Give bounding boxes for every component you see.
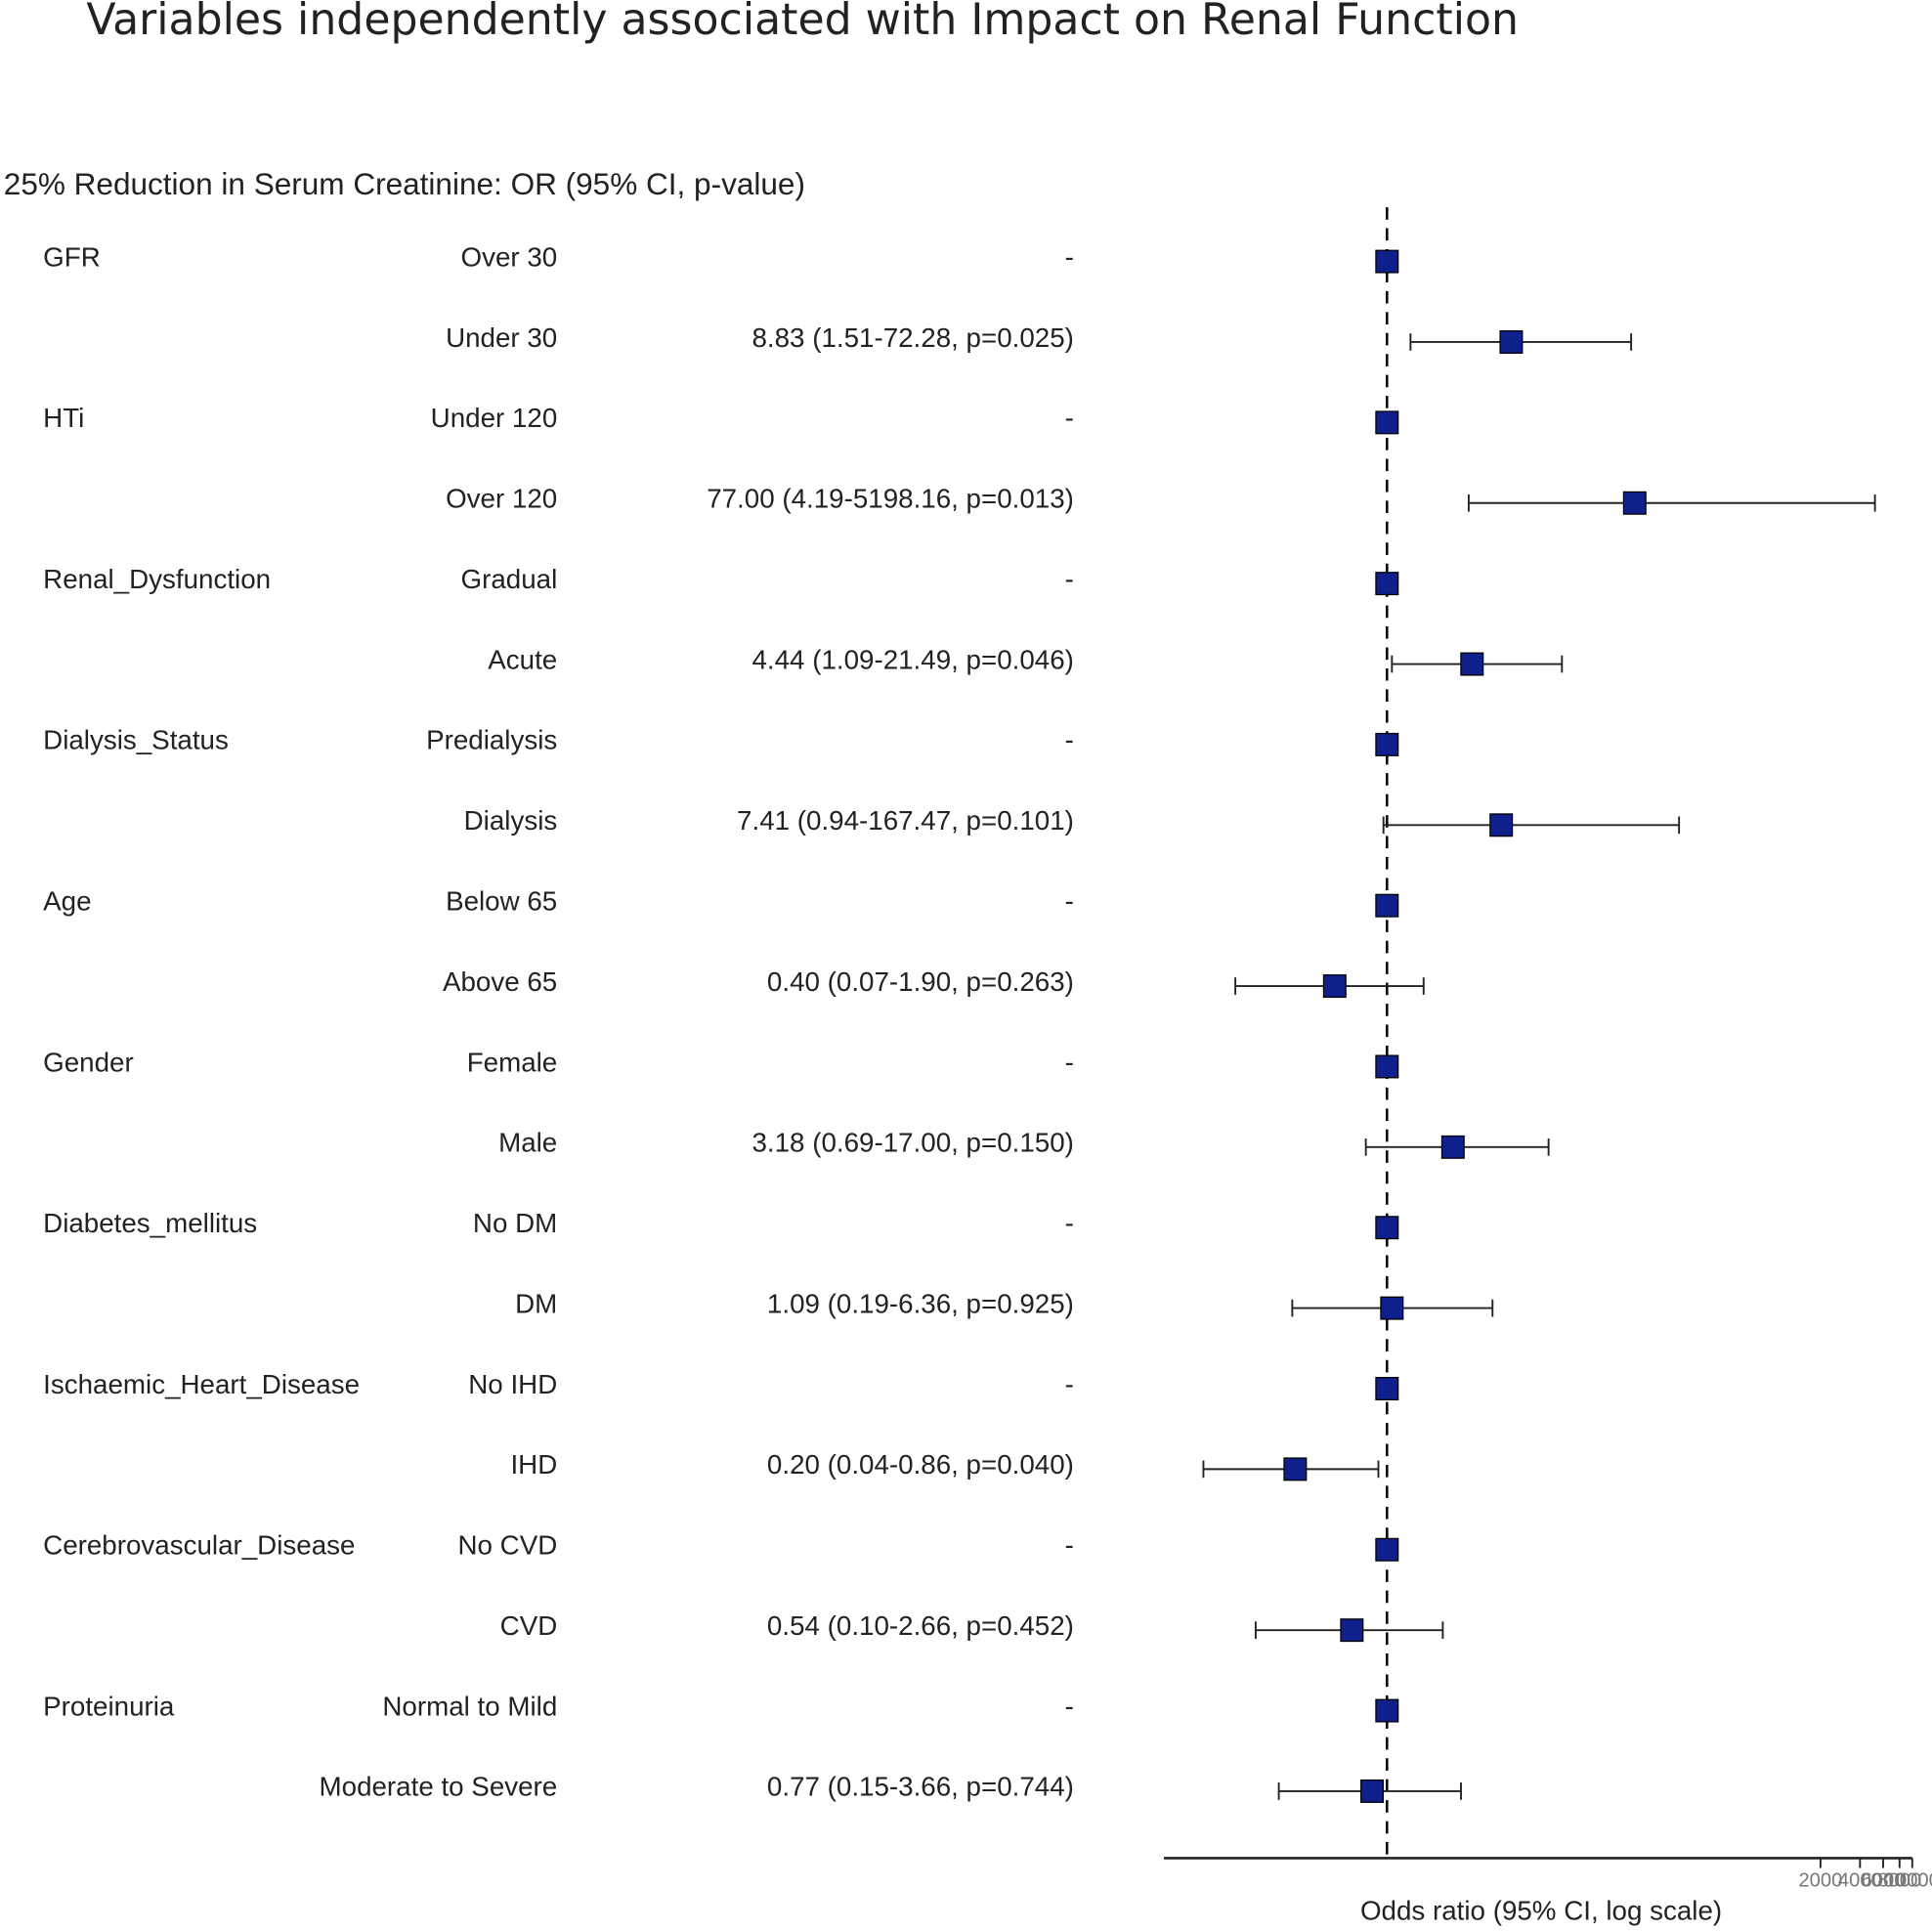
estimate-box bbox=[1375, 1537, 1399, 1562]
group-label: Diabetes_mellitus bbox=[43, 1208, 257, 1238]
estimate-box bbox=[1340, 1618, 1364, 1643]
estimate-text: - bbox=[1065, 1369, 1074, 1399]
estimate-box bbox=[1622, 491, 1647, 515]
level-label: Under 120 bbox=[431, 403, 558, 433]
level-label: Gradual bbox=[461, 564, 558, 594]
x-tick-label: 8000 bbox=[1877, 1870, 1921, 1892]
estimate-text: - bbox=[1065, 1208, 1074, 1238]
x-tick-label: 2000 bbox=[1798, 1870, 1842, 1892]
estimate-text: 0.20 (0.04-0.86, p=0.040) bbox=[767, 1449, 1074, 1480]
estimate-text: 0.77 (0.15-3.66, p=0.744) bbox=[767, 1772, 1074, 1802]
estimate-text: - bbox=[1065, 241, 1074, 272]
estimate-text: - bbox=[1065, 564, 1074, 594]
level-label: Over 30 bbox=[461, 241, 558, 272]
estimate-text: 1.09 (0.19-6.36, p=0.925) bbox=[767, 1288, 1074, 1318]
estimate-text: - bbox=[1065, 403, 1074, 433]
estimate-box bbox=[1489, 813, 1514, 837]
estimate-text: 7.41 (0.94-167.47, p=0.101) bbox=[737, 805, 1074, 836]
estimate-text: 77.00 (4.19-5198.16, p=0.013) bbox=[707, 484, 1074, 514]
estimate-box bbox=[1380, 1296, 1404, 1320]
estimate-box bbox=[1499, 329, 1524, 354]
estimate-text: - bbox=[1065, 885, 1074, 916]
estimate-box bbox=[1322, 974, 1347, 999]
chart-title: Variables independently associated with … bbox=[86, 0, 1519, 45]
level-label: Male bbox=[498, 1128, 557, 1158]
level-label: Below 65 bbox=[446, 885, 557, 916]
estimate-text: - bbox=[1065, 1530, 1074, 1561]
group-label: HTi bbox=[43, 403, 84, 433]
level-label: No IHD bbox=[468, 1369, 557, 1399]
group-label: GFR bbox=[43, 241, 101, 272]
level-label: Normal to Mild bbox=[382, 1691, 557, 1721]
estimate-box bbox=[1360, 1779, 1385, 1803]
level-label: IHD bbox=[510, 1449, 557, 1480]
level-label: DM bbox=[515, 1288, 557, 1318]
estimate-text: 4.44 (1.09-21.49, p=0.046) bbox=[751, 644, 1073, 674]
estimate-box bbox=[1440, 1135, 1465, 1159]
estimate-box bbox=[1375, 1216, 1399, 1240]
estimate-text: 0.40 (0.07-1.90, p=0.263) bbox=[767, 966, 1074, 997]
group-label: Age bbox=[43, 885, 91, 916]
estimate-box bbox=[1283, 1457, 1308, 1481]
estimate-text: - bbox=[1065, 1691, 1074, 1721]
group-label: Cerebrovascular_Disease bbox=[43, 1530, 355, 1561]
group-label: Gender bbox=[43, 1047, 134, 1077]
level-label: Acute bbox=[488, 644, 557, 674]
level-label: Female bbox=[467, 1047, 558, 1077]
estimate-box bbox=[1375, 410, 1399, 435]
x-tick-label: 10000 bbox=[1885, 1870, 1932, 1892]
level-label: Moderate to Severe bbox=[320, 1772, 558, 1802]
level-label: Over 120 bbox=[446, 484, 557, 514]
estimate-box bbox=[1460, 652, 1484, 676]
level-label: Above 65 bbox=[443, 966, 557, 997]
level-label: Under 30 bbox=[446, 322, 557, 353]
level-label: CVD bbox=[500, 1610, 558, 1641]
group-label: Proteinuria bbox=[43, 1691, 175, 1721]
x-axis-label: Odds ratio (95% CI, log scale) bbox=[1360, 1895, 1722, 1925]
estimate-box bbox=[1375, 1698, 1399, 1723]
estimate-box bbox=[1375, 1377, 1399, 1400]
estimate-text: 0.54 (0.10-2.66, p=0.452) bbox=[767, 1610, 1074, 1641]
x-tick-label: 6000 bbox=[1862, 1870, 1906, 1892]
group-label: Renal_Dysfunction bbox=[43, 564, 271, 594]
level-label: Dialysis bbox=[464, 805, 558, 836]
estimate-box bbox=[1375, 249, 1399, 274]
level-label: No DM bbox=[473, 1208, 557, 1238]
level-label: Predialysis bbox=[426, 725, 557, 755]
estimate-box bbox=[1375, 572, 1399, 596]
estimate-text: - bbox=[1065, 1047, 1074, 1077]
estimate-box bbox=[1375, 893, 1399, 918]
level-label: No CVD bbox=[457, 1530, 557, 1561]
estimate-box bbox=[1375, 1054, 1399, 1079]
estimate-text: 3.18 (0.69-17.00, p=0.150) bbox=[751, 1128, 1073, 1158]
group-label: Dialysis_Status bbox=[43, 725, 229, 755]
estimate-text: - bbox=[1065, 725, 1074, 755]
estimate-text: 8.83 (1.51-72.28, p=0.025) bbox=[751, 322, 1073, 353]
group-label: Ischaemic_Heart_Disease bbox=[43, 1369, 360, 1399]
estimate-box bbox=[1375, 732, 1399, 756]
x-tick-label: 4000 bbox=[1838, 1870, 1882, 1892]
chart-subtitle: 25% Reduction in Serum Creatinine: OR (9… bbox=[4, 166, 805, 201]
